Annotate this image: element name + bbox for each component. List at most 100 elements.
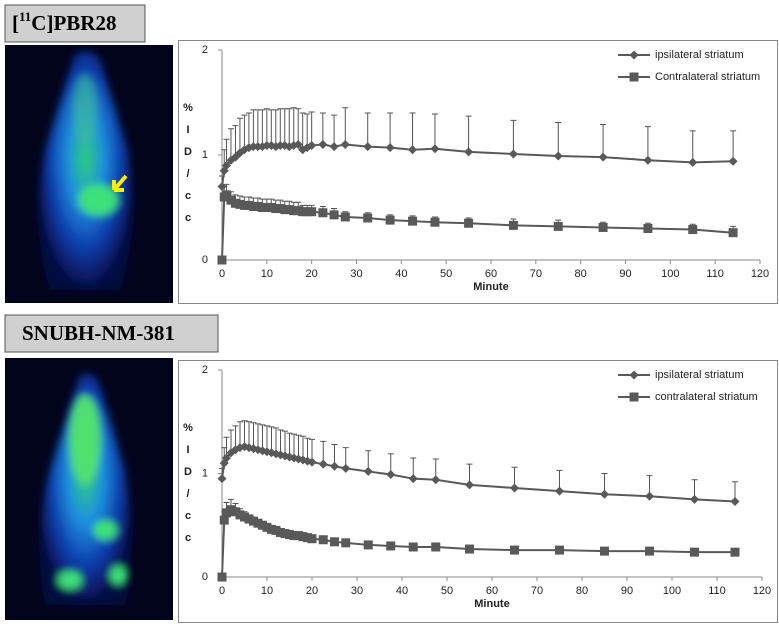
- error-bar: [295, 108, 302, 145]
- error-bar: [730, 130, 737, 162]
- marker: [330, 537, 339, 547]
- marker: [430, 144, 440, 154]
- x-tick-label: 90: [621, 585, 633, 597]
- panel-label: SNUBH-NM-381: [22, 321, 175, 345]
- marker: [385, 215, 395, 225]
- x-tick-label: 40: [396, 585, 408, 597]
- error-bar: [241, 114, 248, 150]
- y-axis-label: D: [184, 146, 192, 158]
- error-bar: [254, 109, 261, 147]
- marker: [730, 496, 740, 506]
- marker: [340, 212, 350, 222]
- label-box: [4, 314, 219, 353]
- marker: [221, 161, 231, 170]
- marker: [508, 220, 518, 230]
- marker: [341, 463, 351, 473]
- error-bar: [510, 119, 517, 154]
- marker: [386, 470, 396, 480]
- marker: [385, 143, 395, 153]
- marker: [730, 547, 740, 557]
- y-axis-label: c: [185, 510, 191, 522]
- marker: [217, 255, 227, 265]
- marker: [217, 572, 227, 582]
- marker: [340, 140, 350, 149]
- x-tick-label: 60: [486, 585, 498, 597]
- panel-label: [11C]PBR28: [12, 9, 116, 35]
- marker: [217, 474, 227, 484]
- x-tick-label: 110: [706, 268, 724, 280]
- error-bar: [227, 128, 234, 161]
- marker: [465, 544, 474, 554]
- x-tick-label: 20: [306, 268, 318, 280]
- y-axis-label: I: [186, 444, 189, 456]
- error-bar: [281, 108, 288, 146]
- marker: [363, 466, 373, 476]
- legend-label: ipsilateral striatum: [655, 369, 744, 381]
- y-axis-label: I: [186, 124, 189, 136]
- x-tick-label: 120: [753, 585, 771, 597]
- series-line: [221, 508, 735, 578]
- x-tick-label: 110: [708, 585, 726, 597]
- marker: [465, 480, 474, 490]
- error-bar: [232, 125, 239, 158]
- legend-marker: [629, 370, 639, 380]
- marker: [600, 546, 609, 556]
- error-bar: [250, 109, 257, 147]
- error-bar: [304, 113, 311, 148]
- error-bar: [286, 108, 293, 147]
- marker: [553, 151, 563, 161]
- y-axis-label: %: [183, 102, 193, 114]
- marker: [688, 157, 698, 167]
- marker: [363, 540, 373, 550]
- y-tick-label: 2: [202, 44, 208, 56]
- legend-label: ipsilateral striatum: [655, 49, 744, 61]
- error-bar: [299, 112, 306, 150]
- marker: [430, 217, 440, 227]
- marker: [508, 149, 518, 159]
- legend-label: Contralateral striatum: [655, 71, 760, 83]
- x-tick-label: 70: [530, 268, 542, 280]
- error-bar: [268, 109, 275, 146]
- x-tick-label: 0: [219, 585, 225, 597]
- marker: [690, 547, 699, 557]
- x-tick-label: 100: [663, 585, 681, 597]
- chart-frame: [178, 40, 778, 304]
- legend-label: contralateral striatum: [655, 391, 758, 403]
- marker: [307, 207, 317, 217]
- marker: [408, 145, 418, 155]
- marker: [510, 483, 519, 493]
- y-tick-label: 0: [202, 571, 208, 583]
- marker: [307, 457, 317, 467]
- y-tick-label: 2: [202, 364, 208, 376]
- y-axis-label: c: [185, 532, 191, 544]
- x-tick-label: 70: [531, 585, 543, 597]
- error-bar: [263, 108, 270, 146]
- marker: [330, 461, 339, 471]
- error-bar: [409, 112, 416, 150]
- marker: [555, 545, 564, 555]
- marker: [688, 225, 698, 235]
- x-tick-label: 50: [440, 268, 452, 280]
- marker: [307, 534, 317, 544]
- error-bar: [277, 108, 284, 146]
- y-tick-label: 0: [202, 254, 208, 266]
- error-bar: [259, 109, 266, 147]
- x-tick-label: 120: [751, 268, 769, 280]
- marker: [510, 545, 519, 555]
- y-axis-label: c: [185, 190, 191, 202]
- error-bar: [308, 111, 315, 146]
- marker: [645, 491, 654, 501]
- marker: [408, 474, 418, 484]
- marker: [598, 222, 608, 232]
- marker: [318, 535, 328, 545]
- marker: [363, 213, 373, 223]
- x-axis-label: Minute: [474, 598, 509, 610]
- error-bar: [272, 109, 279, 147]
- x-tick-label: 80: [576, 585, 588, 597]
- marker: [307, 141, 317, 151]
- marker: [329, 210, 339, 220]
- series-line: [221, 143, 734, 187]
- marker: [553, 221, 563, 231]
- marker: [431, 475, 441, 485]
